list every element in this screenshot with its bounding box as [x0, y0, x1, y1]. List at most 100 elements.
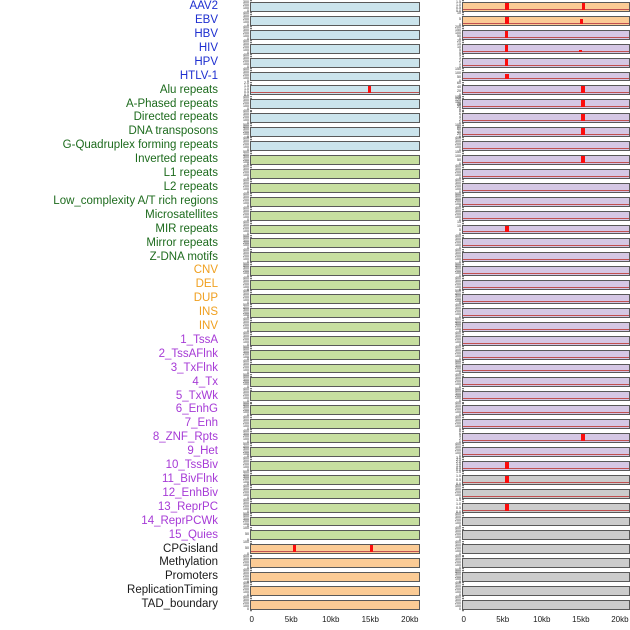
track-plot[interactable]	[462, 405, 630, 416]
track-plot[interactable]	[250, 168, 420, 179]
track-plot[interactable]	[250, 29, 420, 40]
track-plot[interactable]	[250, 127, 420, 138]
track-plot[interactable]	[462, 15, 630, 26]
track-plot[interactable]	[462, 196, 630, 207]
track-plot[interactable]	[462, 349, 630, 360]
track-plot[interactable]	[250, 210, 420, 221]
track-plot[interactable]	[250, 141, 420, 151]
track-plot[interactable]	[462, 502, 630, 513]
track-plot[interactable]	[462, 113, 630, 124]
track-plot[interactable]	[462, 377, 630, 388]
track-plot[interactable]	[250, 516, 420, 527]
track-row: 500 400 300 200 100 0	[224, 401, 420, 417]
track-plot[interactable]	[462, 29, 630, 40]
track-plot[interactable]	[250, 530, 420, 541]
track-row: 500 400 300 200 100 0	[436, 568, 630, 584]
track-plot[interactable]	[462, 252, 630, 263]
track-plot[interactable]	[250, 391, 420, 402]
track-plot[interactable]	[462, 43, 630, 54]
track-plot[interactable]	[250, 502, 420, 513]
track-plot[interactable]	[462, 57, 630, 68]
track-plot[interactable]	[250, 15, 420, 26]
track-plot[interactable]	[250, 154, 420, 165]
track-plot[interactable]	[250, 377, 420, 388]
track-plot[interactable]	[462, 294, 630, 304]
track-plot[interactable]	[462, 460, 630, 471]
track-plot[interactable]	[250, 182, 420, 193]
baseline	[251, 92, 419, 94]
track-plot[interactable]	[462, 210, 630, 221]
track-plot[interactable]	[250, 280, 420, 291]
track-plot[interactable]	[250, 113, 420, 124]
y-axis-tick: 0	[247, 232, 252, 237]
track-plot[interactable]	[462, 307, 630, 318]
track-plot[interactable]	[462, 599, 630, 610]
track-plot[interactable]	[462, 474, 630, 485]
track-plot[interactable]	[462, 238, 630, 249]
track-plot[interactable]	[250, 599, 420, 610]
track-plot[interactable]	[250, 224, 420, 235]
track-plot[interactable]	[250, 99, 420, 110]
track-plot[interactable]	[462, 586, 630, 596]
track-plot[interactable]	[250, 363, 420, 374]
y-axis-tick: 0	[247, 190, 252, 195]
track-plot[interactable]	[250, 238, 420, 249]
track-plot[interactable]	[462, 544, 630, 555]
track-plot[interactable]	[250, 2, 420, 12]
track-plot[interactable]	[462, 530, 630, 541]
track-plot[interactable]	[250, 321, 420, 332]
track-plot[interactable]	[462, 182, 630, 193]
track-plot[interactable]	[250, 252, 420, 263]
y-axis-tick: 400	[243, 289, 252, 294]
y-axis-tick: 0	[459, 51, 464, 56]
track-plot[interactable]	[462, 516, 630, 527]
track-plot[interactable]	[462, 2, 630, 12]
track-plot[interactable]	[462, 280, 630, 291]
track-plot[interactable]	[462, 433, 630, 443]
track-plot[interactable]	[462, 154, 630, 165]
track-plot[interactable]	[250, 544, 420, 555]
track-plot[interactable]	[462, 99, 630, 110]
track-plot[interactable]	[462, 321, 630, 332]
track-plot[interactable]	[250, 266, 420, 277]
track-plot[interactable]	[250, 474, 420, 485]
track-plot[interactable]	[250, 349, 420, 360]
track-plot[interactable]	[250, 405, 420, 416]
track-plot[interactable]	[250, 572, 420, 583]
track-plot[interactable]	[462, 488, 630, 499]
track-plot[interactable]	[462, 224, 630, 235]
track-plot[interactable]	[250, 71, 420, 82]
track-plot[interactable]	[462, 419, 630, 430]
track-plot[interactable]	[250, 460, 420, 471]
track-plot[interactable]	[462, 558, 630, 569]
track-plot[interactable]	[462, 168, 630, 179]
track-plot[interactable]	[250, 43, 420, 54]
track-plot[interactable]	[462, 335, 630, 346]
track-plot[interactable]	[250, 85, 420, 96]
track-plot[interactable]	[250, 433, 420, 443]
track-plot[interactable]	[250, 447, 420, 457]
track-plot[interactable]	[250, 307, 420, 318]
track-plot[interactable]	[462, 266, 630, 277]
track-plot[interactable]	[250, 196, 420, 207]
track-plot[interactable]	[462, 363, 630, 374]
track-plot[interactable]	[250, 586, 420, 596]
track-plot[interactable]	[462, 141, 630, 151]
track-plot[interactable]	[462, 447, 630, 457]
track-plot[interactable]	[462, 71, 630, 82]
track-plot[interactable]	[250, 57, 420, 68]
track-plot[interactable]	[250, 488, 420, 499]
track-plot[interactable]	[462, 127, 630, 138]
track-plot[interactable]	[462, 85, 630, 96]
baseline	[463, 467, 629, 469]
baseline	[463, 342, 629, 344]
track-plot[interactable]	[250, 419, 420, 430]
track-plot[interactable]	[250, 294, 420, 304]
track-plot[interactable]	[462, 391, 630, 402]
track-plot[interactable]	[462, 572, 630, 583]
track-plot[interactable]	[250, 558, 420, 569]
track-plot[interactable]	[250, 335, 420, 346]
